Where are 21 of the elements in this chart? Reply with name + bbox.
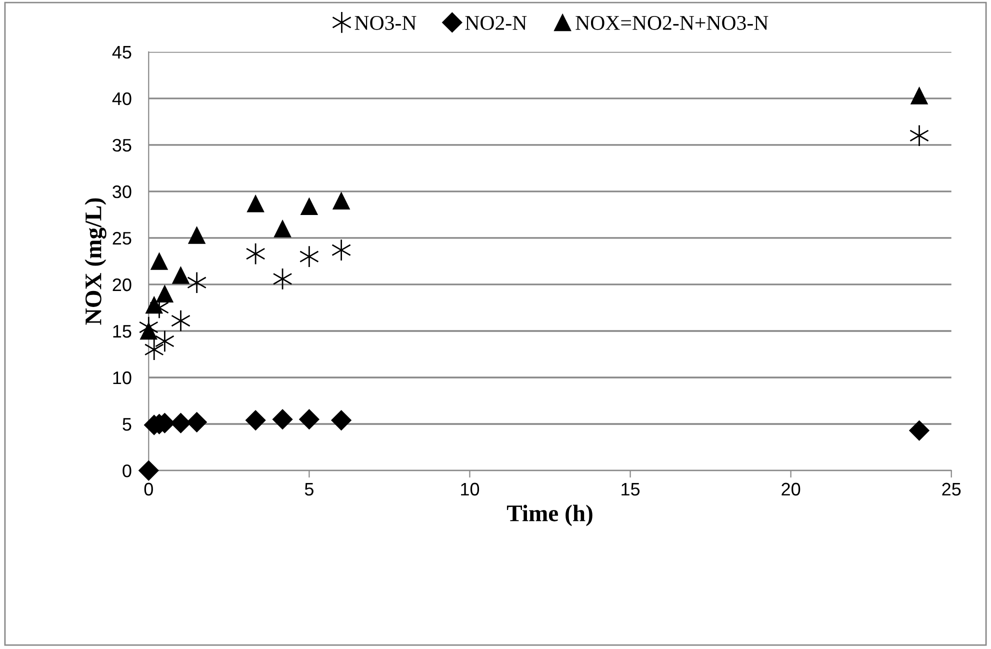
x-tick-label: 20 xyxy=(782,482,800,496)
y-tick-label: 35 xyxy=(112,138,132,152)
y-tick-label: 10 xyxy=(113,371,132,384)
x-axis-title: Time (h) xyxy=(506,504,592,526)
y-tick-label: 45 xyxy=(112,46,132,59)
x-tick-label: 5 xyxy=(304,482,314,496)
y-tick-label: 15 xyxy=(113,325,132,338)
y-tick-label: 40 xyxy=(112,92,132,106)
y-tick-label: 25 xyxy=(112,232,132,245)
y-tick-label: 20 xyxy=(112,278,132,292)
y-axis-title: NOX (mg/L) xyxy=(84,198,106,325)
x-tick-label: 25 xyxy=(942,482,961,496)
legend-label: NO2-N xyxy=(465,16,527,30)
y-tick-label: 0 xyxy=(122,464,132,478)
x-tick-label: 10 xyxy=(461,482,480,496)
x-tick-label: 15 xyxy=(622,482,640,496)
legend-label: NO3-N xyxy=(354,16,416,30)
legend-label: NOX=NO2-N+NO3-N xyxy=(576,16,768,30)
y-tick-label: 5 xyxy=(122,418,132,431)
x-tick-label: 0 xyxy=(144,482,153,496)
y-tick-label: 30 xyxy=(112,185,132,198)
